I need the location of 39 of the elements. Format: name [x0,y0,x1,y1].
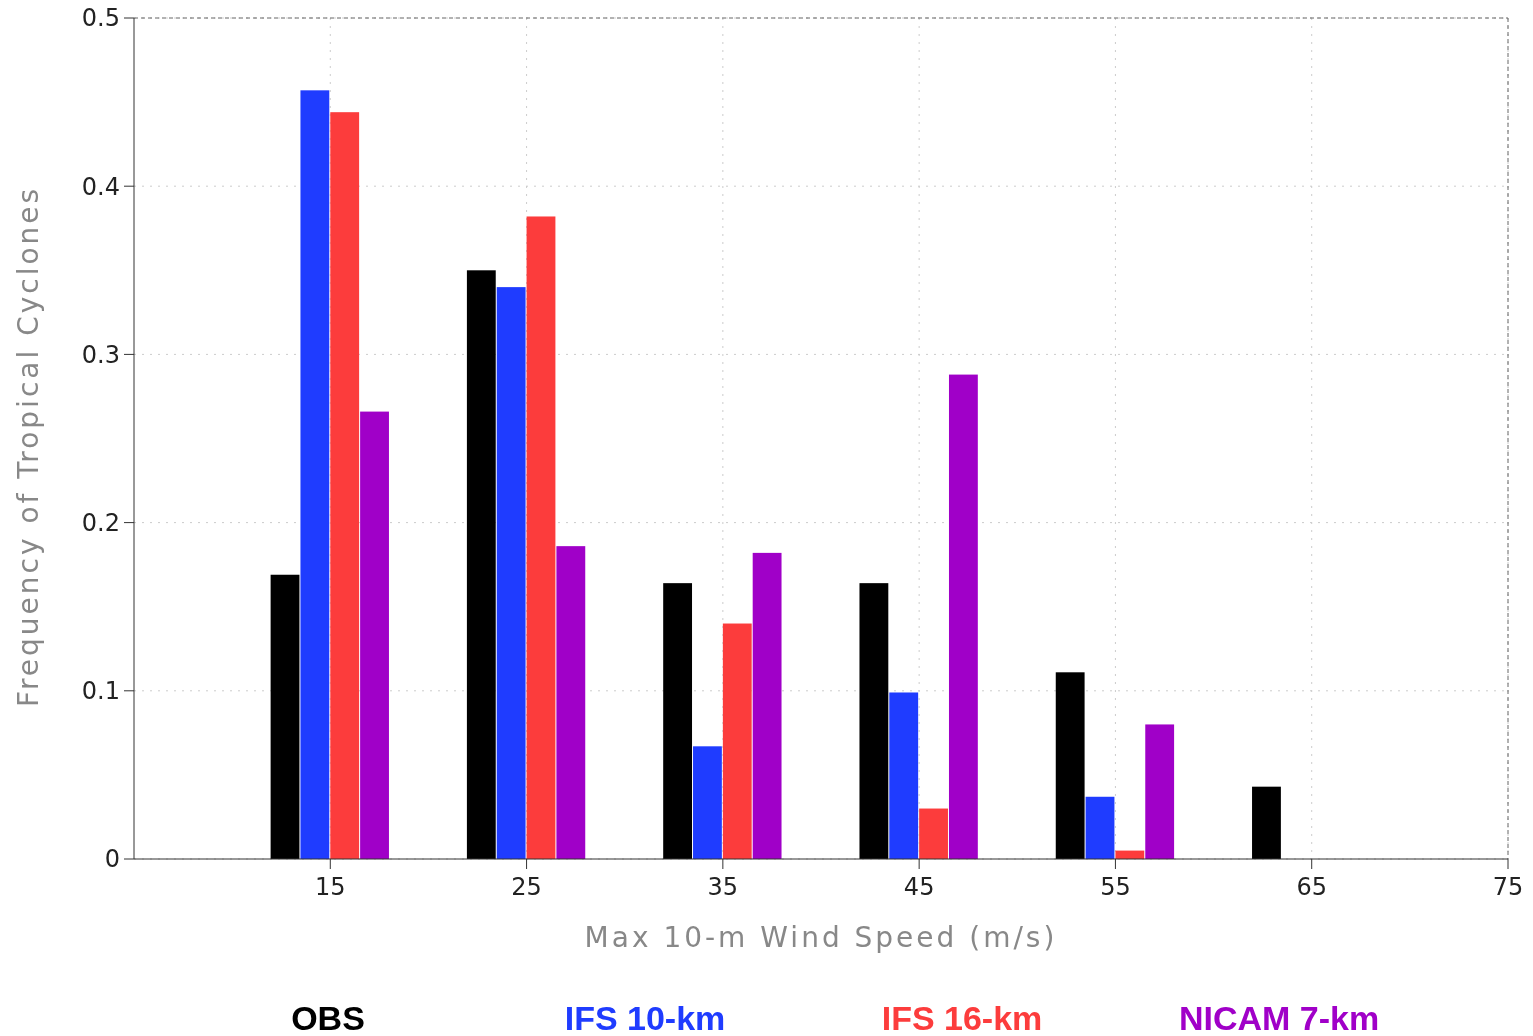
y-tick-label: 0.5 [81,4,120,33]
text: OBS [291,999,365,1036]
bar [752,552,782,859]
bar [859,583,889,859]
bar [1145,724,1175,859]
bar [948,374,978,859]
bar [889,692,919,859]
bar [1055,672,1085,859]
bar [526,216,556,859]
bar [466,270,496,859]
bar [556,546,586,859]
bar [1085,796,1115,859]
text: IFS 10-km [564,999,726,1036]
text: NICAM 7-km [1178,999,1380,1036]
y-tick-label: 0.1 [81,677,120,706]
y-tick-label: 0 [104,845,120,874]
bar [919,808,948,859]
y-tick-label: 0.3 [81,340,120,369]
x-tick-label: 55 [1100,873,1131,901]
y-tick-label: 0.4 [81,172,120,201]
x-tick-label: 15 [315,873,346,901]
x-tick-label: 75 [1492,873,1524,901]
x-axis-title: Max 10-m Wind Speed (m/s) [584,921,1058,954]
x-tick-label: 35 [707,873,739,901]
bar [270,574,300,859]
bar [300,90,330,859]
bar [663,583,693,859]
x-tick-label: 65 [1296,873,1327,901]
x-tick-label: 45 [903,873,935,901]
x-tick-label: 25 [511,873,542,901]
y-axis-title: Frequency of Tropical Cyclones [12,185,45,708]
bar [330,112,360,859]
bar [1252,786,1281,859]
bar [496,287,526,859]
text: IFS 16-km [881,999,1043,1036]
bar [360,411,389,859]
bar [722,623,752,859]
bar [693,746,722,859]
y-tick-label: 0.2 [81,509,120,537]
